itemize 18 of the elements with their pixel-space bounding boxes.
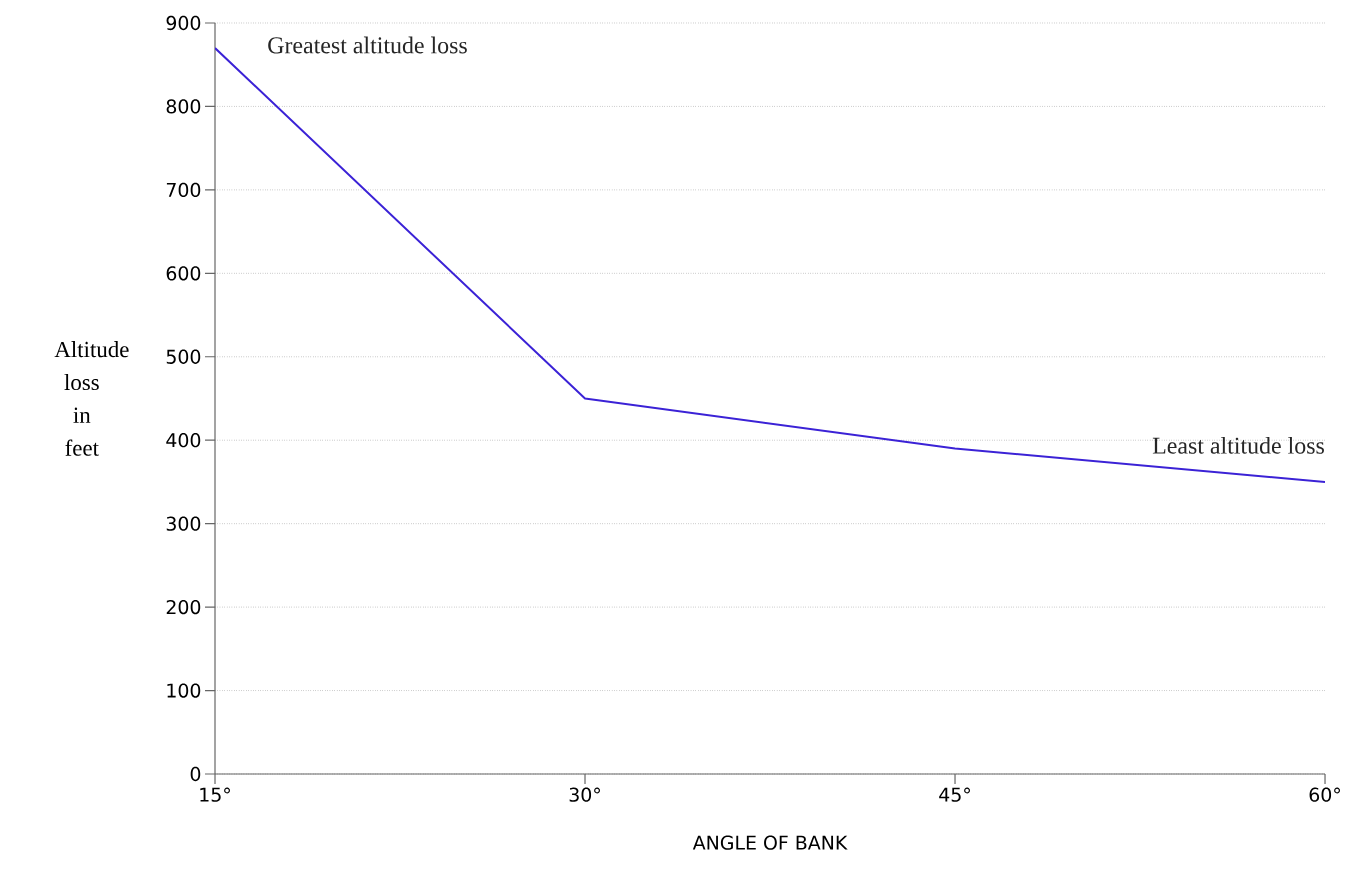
annotation: Greatest altitude loss xyxy=(268,36,467,54)
y-tick-label: 300 xyxy=(166,516,201,531)
y-tick-label: 800 xyxy=(166,99,201,114)
x-tick-label: 60° xyxy=(1309,787,1340,802)
y-axis-title: Altitude loss in feet xyxy=(54,341,129,456)
y-tick-label: 200 xyxy=(166,599,201,615)
y-tick-label: 700 xyxy=(166,182,201,198)
y-tick-label: 600 xyxy=(166,266,201,281)
x-axis-title: ANGLE OF BANK xyxy=(692,835,848,850)
y-tick-label: 900 xyxy=(166,15,201,31)
y-tick-label: 100 xyxy=(167,683,201,698)
x-tick-label: 45° xyxy=(939,787,970,802)
x-tick-label: 15° xyxy=(200,787,230,802)
y-tick-label: 0 xyxy=(190,766,201,782)
y-tick-label: 400 xyxy=(166,433,201,448)
y-tick-label: 500 xyxy=(166,349,201,364)
x-tick-label: 30° xyxy=(569,787,600,802)
annotation: Least altitude loss xyxy=(1152,436,1324,454)
